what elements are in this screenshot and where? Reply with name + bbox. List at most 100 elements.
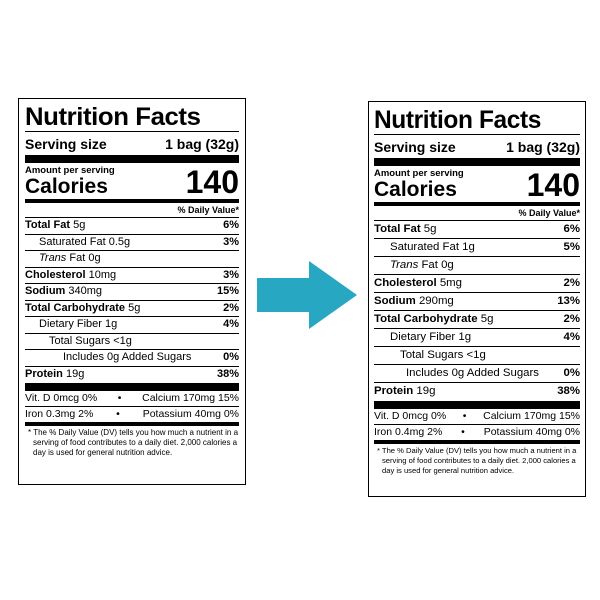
medium-divider bbox=[25, 199, 239, 203]
potassium: Potassium 40mg 0% bbox=[142, 408, 239, 420]
bullet: • bbox=[116, 408, 120, 420]
fiber-row: Dietary Fiber 1g 4% bbox=[374, 328, 580, 346]
cholesterol-amount: 10mg bbox=[88, 268, 117, 281]
protein-pct: 38% bbox=[557, 385, 580, 397]
protein-amount: 19g bbox=[416, 385, 436, 397]
saturated-fat-label: Saturated Fat 0.5g bbox=[39, 235, 131, 248]
trans-fat-label: Trans bbox=[39, 252, 67, 264]
sugars-row: Total Sugars <1g bbox=[374, 346, 580, 364]
carbohydrate-row: Total Carbohydrate 5g 2% bbox=[25, 299, 239, 317]
protein-amount: 19g bbox=[65, 367, 85, 380]
label-title: Nutrition Facts bbox=[374, 106, 541, 134]
medium-divider bbox=[374, 440, 580, 444]
calories-row: Calories 140 bbox=[25, 166, 239, 198]
trans-fat-label: Trans bbox=[390, 259, 419, 271]
calories-label: Calories bbox=[25, 175, 108, 198]
serving-size-row: Serving size 1 bag (32g) bbox=[25, 132, 239, 154]
carbohydrate-row: Total Carbohydrate 5g 2% bbox=[374, 310, 580, 328]
cholesterol-amount: 5mg bbox=[439, 277, 463, 289]
sugars-label: Total Sugars <1g bbox=[49, 334, 132, 347]
calories-value: 140 bbox=[185, 164, 239, 200]
sodium-pct: 15% bbox=[216, 285, 239, 297]
footnote: * The % Daily Value (DV) tells you how m… bbox=[28, 428, 239, 457]
vitamin-d: Vit. D 0mcg 0% bbox=[374, 410, 447, 422]
sodium-label: Sodium bbox=[374, 295, 416, 307]
thick-divider bbox=[25, 383, 239, 391]
calcium: Calcium 170mg 15% bbox=[483, 410, 580, 422]
total-fat-pct: 6% bbox=[223, 219, 239, 231]
fiber-pct: 4% bbox=[223, 318, 239, 330]
total-fat-label: Total Fat bbox=[374, 223, 421, 235]
saturated-fat-row: Saturated Fat 0.5g 3% bbox=[25, 233, 239, 251]
carbohydrate-pct: 2% bbox=[223, 301, 239, 314]
bullet: • bbox=[462, 410, 467, 422]
medium-divider bbox=[374, 202, 580, 206]
added-sugars-row: Includes 0g Added Sugars 0% bbox=[374, 364, 580, 382]
sodium-row: Sodium 290mg 13% bbox=[374, 292, 580, 310]
bullet: • bbox=[117, 392, 122, 404]
carbohydrate-pct: 2% bbox=[563, 313, 580, 325]
daily-value-header: % Daily Value* bbox=[177, 205, 239, 215]
cholesterol-row: Cholesterol 5mg 2% bbox=[374, 274, 580, 292]
thick-divider bbox=[374, 401, 580, 409]
serving-size-value: 1 bag (32g) bbox=[165, 136, 239, 152]
carbohydrate-amount: 5g bbox=[128, 301, 141, 314]
amount-per-serving: Amount per serving bbox=[25, 165, 115, 176]
bullet: • bbox=[461, 426, 465, 438]
footnote: * The % Daily Value (DV) tells you how m… bbox=[377, 446, 577, 475]
fiber-row: Dietary Fiber 1g 4% bbox=[25, 316, 239, 333]
calories-label: Calories bbox=[374, 178, 457, 201]
protein-label: Protein bbox=[374, 385, 414, 397]
fiber-label: Dietary Fiber 1g bbox=[390, 331, 472, 343]
calcium: Calcium 170mg 15% bbox=[142, 392, 239, 404]
total-fat-pct: 6% bbox=[563, 223, 580, 235]
sodium-pct: 13% bbox=[557, 295, 580, 307]
calories-row: Calories 140 bbox=[374, 169, 580, 201]
cholesterol-label: Cholesterol bbox=[374, 277, 437, 289]
sodium-amount: 290mg bbox=[418, 295, 454, 307]
total-fat-row: Total Fat 5g 6% bbox=[25, 217, 239, 234]
cholesterol-pct: 2% bbox=[563, 277, 580, 289]
protein-row: Protein 19g 38% bbox=[374, 382, 580, 400]
total-fat-amount: 5g bbox=[423, 223, 437, 235]
trans-fat-amount: Fat 0g bbox=[421, 259, 454, 271]
minerals-row-1: Vit. D 0mcg 0% • Calcium 170mg 15% bbox=[374, 409, 580, 424]
minerals-row-2: Iron 0.4mg 2% • Potassium 40mg 0% bbox=[374, 424, 580, 440]
trans-fat-amount: Fat 0g bbox=[69, 252, 101, 264]
saturated-fat-pct: 3% bbox=[223, 235, 239, 248]
carbohydrate-label: Total Carbohydrate bbox=[25, 301, 126, 314]
serving-size-label: Serving size bbox=[374, 139, 456, 155]
cholesterol-pct: 3% bbox=[223, 268, 239, 281]
protein-row: Protein 19g 38% bbox=[25, 365, 239, 383]
vitamin-d: Vit. D 0mcg 0% bbox=[25, 392, 98, 404]
saturated-fat-pct: 5% bbox=[563, 241, 580, 253]
trans-fat-row: Trans Fat 0g bbox=[25, 250, 239, 267]
amount-per-serving: Amount per serving bbox=[374, 168, 464, 179]
cholesterol-label: Cholesterol bbox=[25, 268, 86, 281]
cholesterol-row: Cholesterol 10mg 3% bbox=[25, 266, 239, 284]
fiber-pct: 4% bbox=[563, 331, 580, 343]
divider bbox=[25, 131, 239, 132]
protein-pct: 38% bbox=[216, 367, 239, 380]
added-sugars-pct: 0% bbox=[563, 367, 580, 379]
fiber-label: Dietary Fiber 1g bbox=[39, 318, 118, 330]
saturated-fat-label: Saturated Fat 1g bbox=[390, 241, 475, 253]
sugars-row: Total Sugars <1g bbox=[25, 332, 239, 350]
saturated-fat-row: Saturated Fat 1g 5% bbox=[374, 238, 580, 256]
total-fat-amount: 5g bbox=[73, 219, 86, 231]
medium-divider bbox=[25, 422, 239, 426]
added-sugars-pct: 0% bbox=[223, 351, 239, 363]
sodium-row: Sodium 340mg 15% bbox=[25, 283, 239, 300]
serving-size-value: 1 bag (32g) bbox=[506, 139, 580, 155]
nutrition-label-after: Nutrition Facts Serving size 1 bag (32g)… bbox=[368, 101, 586, 497]
minerals-row-1: Vit. D 0mcg 0% • Calcium 170mg 15% bbox=[25, 391, 239, 406]
trans-fat-row: Trans Fat 0g bbox=[374, 256, 580, 274]
potassium: Potassium 40mg 0% bbox=[483, 426, 580, 438]
sodium-label: Sodium bbox=[25, 285, 66, 297]
calories-value: 140 bbox=[526, 167, 580, 203]
thick-divider bbox=[25, 155, 239, 163]
total-fat-label: Total Fat bbox=[25, 219, 71, 231]
sodium-amount: 340mg bbox=[68, 285, 103, 297]
serving-size-row: Serving size 1 bag (32g) bbox=[374, 135, 580, 157]
daily-value-header: % Daily Value* bbox=[518, 208, 580, 218]
